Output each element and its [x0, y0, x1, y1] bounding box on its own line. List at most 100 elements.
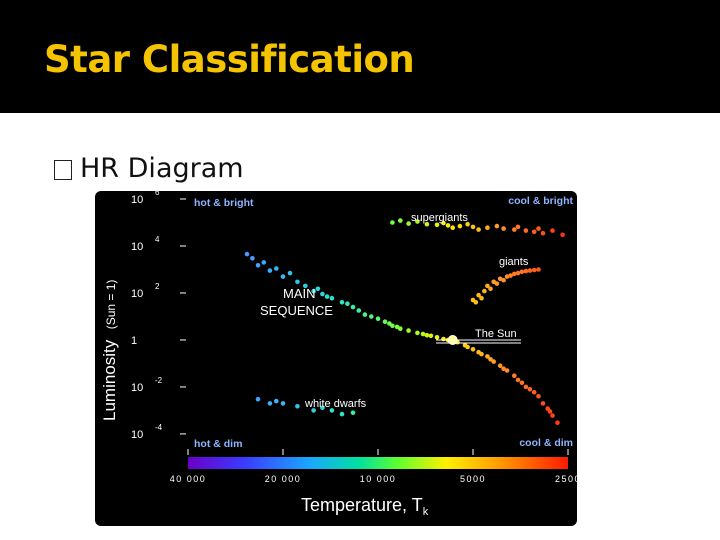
- x-tick: 2500: [555, 449, 577, 484]
- x-tick: 40 000: [170, 449, 205, 484]
- star-point-white-dwarfs: [267, 401, 273, 406]
- y-tick: 10 4: [131, 235, 186, 253]
- star-point-supergiants: [434, 222, 440, 228]
- y-tick-label: 10: [131, 241, 143, 253]
- star-point-main-sequence: [274, 266, 279, 271]
- star-point-main-sequence: [261, 260, 267, 265]
- star-point-giants: [515, 270, 521, 276]
- star-point-white-dwarfs: [255, 396, 261, 402]
- y-tick: 10 -2: [131, 376, 186, 394]
- star-point-white-dwarfs: [320, 405, 325, 411]
- star-point-main-sequence: [345, 301, 350, 306]
- star-point-main-sequence: [339, 300, 345, 305]
- star-point-giants: [473, 300, 479, 305]
- star-point-main-sequence: [504, 368, 510, 373]
- star-point-supergiants: [470, 224, 476, 230]
- x-tick-label: 20 000: [265, 474, 302, 484]
- y-axis-label-note: (Sun = 1): [104, 280, 118, 330]
- bullet-box-icon: [54, 160, 72, 180]
- annotation-main-line2: SEQUENCE: [260, 303, 333, 318]
- star-point-main-sequence: [280, 274, 286, 279]
- x-tick-label: 10 000: [360, 474, 397, 484]
- star-point-giants: [519, 269, 525, 275]
- star-point-main-sequence: [470, 347, 476, 352]
- x-tick: 5000: [460, 449, 486, 484]
- star-point-white-dwarfs: [350, 410, 356, 415]
- star-point-giants: [536, 267, 541, 272]
- star-point-main-sequence: [295, 279, 300, 285]
- star-point-giants: [523, 268, 529, 274]
- star-point-main-sequence: [356, 308, 362, 313]
- star-point-supergiants: [494, 223, 500, 229]
- star-point-main-sequence: [420, 331, 426, 337]
- star-point-main-sequence: [523, 384, 529, 390]
- star-point-main-sequence: [479, 351, 484, 357]
- star-point-main-sequence: [519, 380, 525, 386]
- star-point-main-sequence: [315, 286, 321, 292]
- star-point-main-sequence: [488, 357, 493, 362]
- star-point-supergiants: [501, 226, 506, 231]
- annotation-main-line1: MAIN: [283, 286, 316, 301]
- star-point-giants: [504, 274, 510, 279]
- y-tick-label: 1: [131, 335, 137, 347]
- y-axis-label-main: Luminosity: [100, 339, 119, 421]
- star-point-main-sequence: [555, 420, 560, 425]
- star-point-main-sequence: [382, 319, 388, 324]
- star-point-supergiants: [441, 220, 446, 226]
- star-point-white-dwarfs: [295, 404, 300, 409]
- y-tick-label: 10: [131, 382, 143, 394]
- star-point-main-sequence: [485, 354, 490, 359]
- y-tick-exponent: -2: [155, 376, 163, 385]
- bullet-text: HR Diagram: [80, 152, 244, 184]
- star-point-main-sequence: [424, 332, 430, 338]
- corner-label-top-right: cool & bright: [508, 195, 573, 207]
- star-point-main-sequence: [362, 312, 368, 317]
- y-tick-exponent: 6: [155, 191, 160, 197]
- y-tick-exponent: 2: [155, 282, 160, 291]
- star-point-supergiants: [465, 221, 470, 227]
- star-point-main-sequence: [501, 366, 506, 371]
- x-tick-label: 5000: [460, 474, 486, 484]
- star-point-main-sequence: [434, 335, 440, 340]
- y-tick-label: 10: [131, 429, 143, 441]
- star-point-main-sequence: [394, 324, 400, 330]
- star-point-main-sequence: [387, 321, 392, 326]
- y-tick-label: 10: [131, 194, 143, 206]
- corner-label-top-left: hot & bright: [194, 197, 254, 209]
- star-point-supergiants: [540, 230, 546, 236]
- star-point-supergiants: [476, 227, 481, 232]
- star-point-main-sequence: [536, 394, 541, 399]
- y-tick-label: 10: [131, 288, 143, 300]
- star-point-white-dwarfs: [280, 401, 286, 406]
- star-point-supergiants: [512, 227, 517, 232]
- star-point-main-sequence: [375, 316, 381, 321]
- star-point-main-sequence: [250, 256, 255, 261]
- star-point-main-sequence: [512, 373, 517, 378]
- y-tick-exponent: 4: [155, 235, 160, 244]
- star-point-supergiants: [424, 221, 430, 227]
- star-point-giants: [508, 273, 513, 278]
- y-tick-exponent: -4: [155, 423, 163, 432]
- y-tick: 1: [131, 335, 186, 347]
- star-point-supergiants: [457, 223, 463, 229]
- annotation-white-dwarfs: white dwarfs: [304, 398, 367, 410]
- x-axis-label: Temperature, Tk: [301, 495, 429, 518]
- star-point-supergiants: [450, 225, 456, 230]
- star-point-supergiants: [445, 223, 451, 228]
- star-point-main-sequence: [550, 413, 555, 418]
- star-point-giants: [494, 281, 500, 286]
- star-point-main-sequence: [303, 283, 308, 289]
- star-point-main-sequence: [369, 314, 374, 319]
- star-point-supergiants: [560, 232, 565, 238]
- star-point-main-sequence: [287, 270, 293, 276]
- star-point-supergiants: [515, 224, 521, 230]
- x-tick-label: 2500: [555, 474, 577, 484]
- star-point-main-sequence: [329, 295, 335, 301]
- corner-label-bottom-left: hot & dim: [194, 438, 242, 450]
- star-point-main-sequence: [441, 336, 446, 342]
- star-point-main-sequence: [531, 389, 537, 395]
- spectrum-bar: [188, 457, 568, 469]
- corner-label-bottom-right: cool & dim: [519, 437, 573, 449]
- star-point-white-dwarfs: [311, 408, 316, 413]
- star-point-main-sequence: [497, 363, 503, 368]
